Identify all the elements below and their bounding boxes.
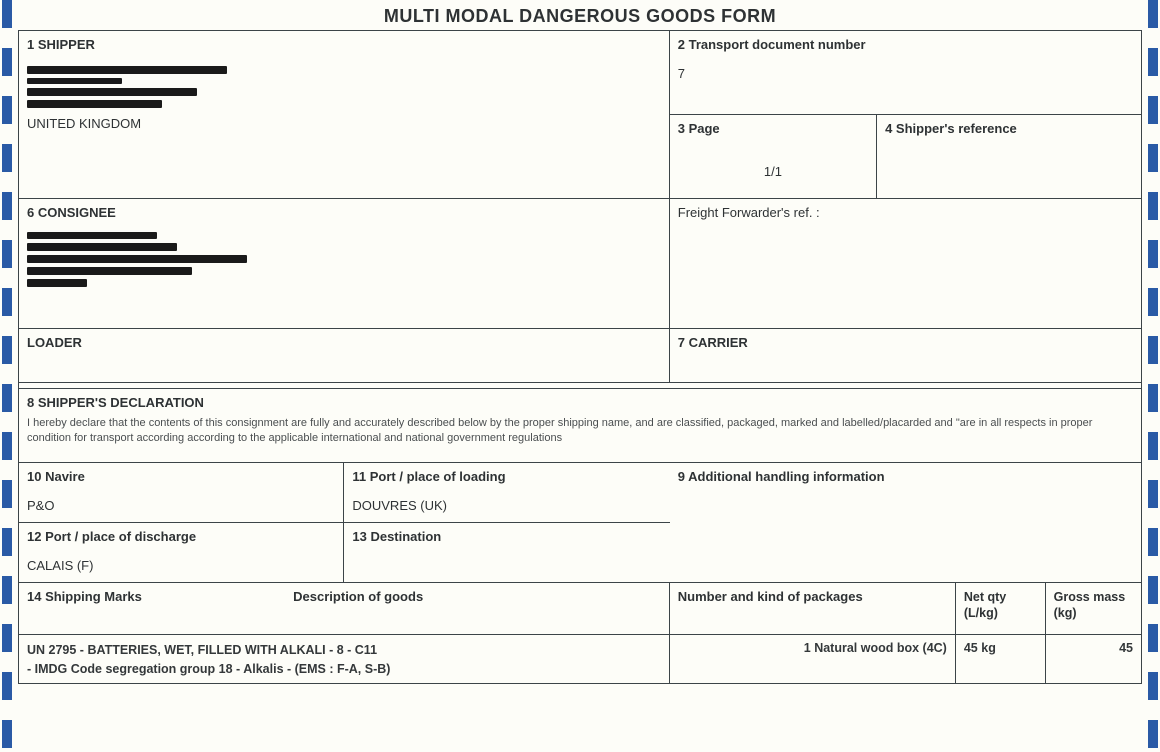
- dangerous-goods-form: MULTI MODAL DANGEROUS GOODS FORM 1 SHIPP…: [0, 0, 1160, 752]
- goods-gross: 45: [1119, 641, 1133, 655]
- box-14-packages-header: Number and kind of packages: [670, 583, 956, 635]
- box-11-label: 11 Port / place of loading: [352, 469, 661, 484]
- netqty-label: Net qty (L/kg): [964, 589, 1037, 622]
- goods-packages-cell: 1 Natural wood box (4C): [670, 635, 956, 683]
- redacted-line: [27, 243, 177, 251]
- gross-label: Gross mass (kg): [1054, 589, 1133, 622]
- box-10-navire: 10 Navire P&O: [19, 463, 344, 523]
- box-9-label: 9 Additional handling information: [678, 469, 1133, 484]
- redacted-line: [27, 279, 87, 287]
- box-8-declaration: 8 SHIPPER'S DECLARATION I hereby declare…: [19, 389, 1141, 463]
- box-6-label: 6 CONSIGNEE: [27, 205, 661, 220]
- box-7-carrier: 7 CARRIER: [670, 329, 1141, 383]
- form-title: MULTI MODAL DANGEROUS GOODS FORM: [0, 6, 1160, 27]
- box-12-label: 12 Port / place of discharge: [27, 529, 335, 544]
- goods-gross-cell: 45: [1046, 635, 1141, 683]
- box-1-shipper: 1 SHIPPER UNITED KINGDOM: [19, 31, 670, 199]
- redacted-line: [27, 88, 197, 96]
- packages-label: Number and kind of packages: [678, 589, 947, 604]
- box-14-header-left: 14 Shipping Marks Description of goods: [19, 583, 670, 635]
- box-13-label: 13 Destination: [352, 529, 661, 544]
- redacted-line: [27, 255, 247, 263]
- box-6-consignee: 6 CONSIGNEE: [19, 199, 670, 329]
- goods-line-1: UN 2795 - BATTERIES, WET, FILLED WITH AL…: [27, 641, 661, 660]
- box-4-shippers-reference: 4 Shipper's reference: [877, 115, 1141, 199]
- box-loader: LOADER: [19, 329, 670, 383]
- box-8-label: 8 SHIPPER'S DECLARATION: [27, 395, 1133, 410]
- box-3-value: 1/1: [678, 164, 868, 179]
- box-11-port-loading: 11 Port / place of loading DOUVRES (UK): [344, 463, 669, 523]
- goods-netqty: 45 kg: [964, 641, 996, 655]
- shipping-marks-label: 14 Shipping Marks: [27, 589, 293, 604]
- box-10-value: P&O: [27, 498, 335, 513]
- freight-forwarder-label: Freight Forwarder's ref. :: [678, 205, 1133, 220]
- box-1-label: 1 SHIPPER: [27, 37, 661, 52]
- goods-netqty-cell: 45 kg: [956, 635, 1046, 683]
- right-border-dashes: [1148, 0, 1158, 752]
- box-12-port-discharge: 12 Port / place of discharge CALAIS (F): [19, 523, 344, 583]
- box-10-label: 10 Navire: [27, 469, 335, 484]
- goods-line-2: - IMDG Code segregation group 18 - Alkal…: [27, 660, 661, 679]
- box-2-value: 7: [678, 66, 1133, 81]
- box-3-page: 3 Page 1/1: [670, 115, 877, 199]
- description-of-goods-label: Description of goods: [293, 589, 661, 604]
- box-14-gross-header: Gross mass (kg): [1046, 583, 1141, 635]
- form-grid: 1 SHIPPER UNITED KINGDOM 2 Transport doc…: [18, 30, 1142, 684]
- left-border-dashes: [2, 0, 12, 752]
- goods-description-cell: UN 2795 - BATTERIES, WET, FILLED WITH AL…: [19, 635, 670, 683]
- box-freight-forwarder-ref: Freight Forwarder's ref. :: [670, 199, 1141, 329]
- box-14-netqty-header: Net qty (L/kg): [956, 583, 1046, 635]
- redacted-line: [27, 100, 162, 108]
- redacted-line: [27, 232, 157, 239]
- redacted-line: [27, 267, 192, 275]
- redacted-line: [27, 66, 227, 74]
- shipper-country: UNITED KINGDOM: [27, 116, 661, 131]
- box-3-label: 3 Page: [678, 121, 868, 136]
- box-9-handling-info: 9 Additional handling information: [670, 463, 1141, 583]
- box-13-destination: 13 Destination: [344, 523, 669, 583]
- declaration-text: I hereby declare that the contents of th…: [27, 416, 1133, 446]
- box-11-value: DOUVRES (UK): [352, 498, 661, 513]
- redacted-line: [27, 78, 122, 84]
- box-2-label: 2 Transport document number: [678, 37, 1133, 52]
- goods-packages: 1 Natural wood box (4C): [804, 641, 947, 655]
- box-7-label: 7 CARRIER: [678, 335, 1133, 350]
- box-4-label: 4 Shipper's reference: [885, 121, 1133, 136]
- box-2-transport-doc: 2 Transport document number 7: [670, 31, 1141, 115]
- box-12-value: CALAIS (F): [27, 558, 335, 573]
- loader-label: LOADER: [27, 335, 661, 350]
